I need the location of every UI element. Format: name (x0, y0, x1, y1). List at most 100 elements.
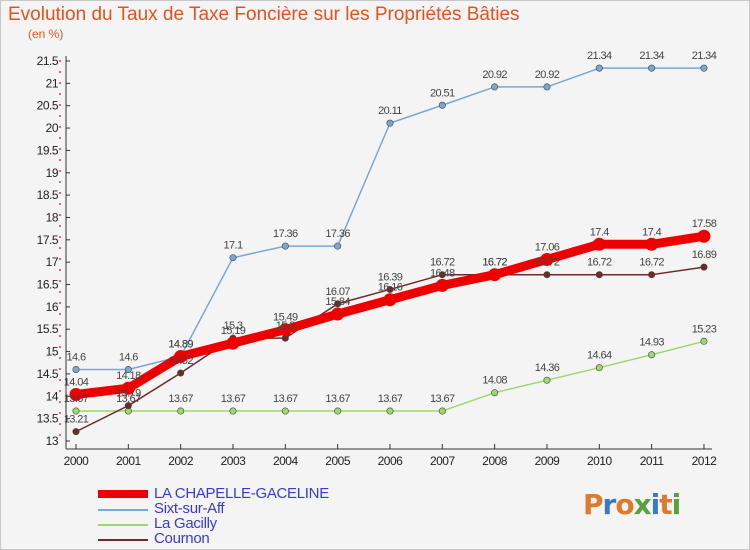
data-label: 14.93 (639, 337, 664, 349)
data-point (595, 364, 603, 372)
data-label: 16.89 (692, 249, 717, 261)
data-label: 15.3 (276, 320, 295, 332)
data-point (491, 83, 499, 91)
data-point (72, 428, 80, 436)
x-tick-label: 2008 (482, 454, 508, 468)
data-point (121, 381, 135, 395)
data-label: 14.6 (119, 351, 138, 363)
data-point (177, 369, 185, 377)
data-point (69, 388, 83, 402)
data-labels: 14.04 14.18 14.89 15.19 15.49 15.84 16.16 16.48… (64, 50, 718, 426)
y-tick-label: 20 (46, 121, 59, 135)
data-label: 15.3 (223, 320, 242, 332)
data-point (697, 229, 711, 243)
data-label: 13.21 (64, 414, 89, 426)
y-tick-label: 13.5 (37, 412, 59, 426)
data-label: 13.67 (430, 393, 455, 405)
data-point (540, 252, 554, 266)
logo-letter: o (615, 488, 634, 521)
legend-swatch (98, 490, 148, 498)
data-label: 20.92 (482, 69, 507, 81)
data-label: 17.06 (535, 241, 560, 253)
data-point (543, 376, 551, 384)
data-point (491, 389, 499, 397)
y-tick-label: 20.5 (37, 99, 59, 113)
data-point (700, 337, 708, 345)
data-point (648, 271, 656, 279)
legend-label: LA CHAPELLE-GACELINE (154, 485, 329, 502)
legend-label: La Gacilly (154, 515, 217, 532)
data-label: 17.1 (223, 240, 242, 252)
x-tick-label: 2011 (640, 454, 665, 468)
x-tick-label: 2004 (273, 454, 299, 468)
x-tick-label: 2007 (430, 454, 456, 468)
data-label: 16.72 (482, 257, 507, 269)
y-tick-label: 19.5 (37, 143, 59, 157)
data-label: 17.36 (325, 228, 350, 240)
series-lines (69, 64, 711, 436)
data-label: 16.72 (482, 257, 507, 269)
data-point (281, 242, 289, 250)
data-label: 16.72 (535, 257, 560, 269)
y-tick-label: 16.5 (37, 278, 59, 292)
x-tick-label: 2001 (116, 454, 142, 468)
data-label: 15.23 (692, 323, 717, 335)
x-tick-label: 2003 (221, 454, 247, 468)
data-label: 21.34 (587, 50, 612, 62)
data-label: 14.18 (116, 370, 141, 382)
data-label: 20.51 (430, 87, 455, 99)
data-point (383, 293, 397, 307)
y-tick-label: 17.5 (37, 233, 59, 247)
logo-letter: t (659, 488, 672, 521)
data-label: 13.67 (378, 393, 403, 405)
x-tick-label: 2005 (325, 454, 351, 468)
data-label: 16.07 (325, 286, 350, 298)
data-label: 20.11 (378, 105, 402, 117)
legend-swatch (98, 524, 148, 526)
data-label: 13.67 (168, 393, 193, 405)
legend-swatch (98, 509, 148, 511)
data-point (386, 119, 394, 127)
data-point (700, 64, 708, 72)
data-point (331, 307, 345, 321)
data-point (124, 402, 132, 410)
data-label: 16.48 (430, 267, 455, 279)
data-label: 14.89 (168, 339, 193, 351)
data-point (595, 271, 603, 279)
data-point (72, 407, 80, 415)
x-tick-label: 2006 (378, 454, 404, 468)
x-tick-label: 2009 (535, 454, 561, 468)
data-label: 15.49 (273, 312, 298, 324)
data-label: 14.04 (64, 377, 89, 389)
data-label: 13.67 (221, 393, 246, 405)
logo-letter: i (650, 488, 661, 521)
data-label: 14.6 (66, 351, 85, 363)
data-label: 16.72 (430, 257, 455, 269)
data-label: 14.08 (482, 375, 507, 387)
data-point (386, 407, 394, 415)
data-point (124, 365, 132, 373)
data-label: 21.34 (639, 50, 664, 62)
data-label: 17.4 (642, 226, 661, 238)
x-tick-label: 2010 (587, 454, 613, 468)
data-label: 17.4 (590, 226, 609, 238)
y-tick-label: 18 (46, 210, 59, 224)
y-tick-label: 16 (46, 300, 59, 314)
proxiti-logo: Proxiti (583, 488, 681, 521)
data-point (438, 101, 446, 109)
unit-label: (en %) (28, 27, 64, 41)
y-tick-label: 15 (46, 345, 59, 359)
data-label: 14.89 (168, 339, 193, 351)
data-point (543, 271, 551, 279)
data-label: 17.58 (692, 218, 717, 230)
data-label: 16.72 (587, 257, 612, 269)
data-point (648, 64, 656, 72)
data-point (229, 254, 237, 262)
y-tick-label: 13 (46, 434, 59, 448)
data-point (72, 365, 80, 373)
data-point (386, 285, 394, 293)
data-point (226, 336, 240, 350)
x-tick-label: 2000 (64, 454, 90, 468)
logo-letter: x (633, 488, 652, 521)
